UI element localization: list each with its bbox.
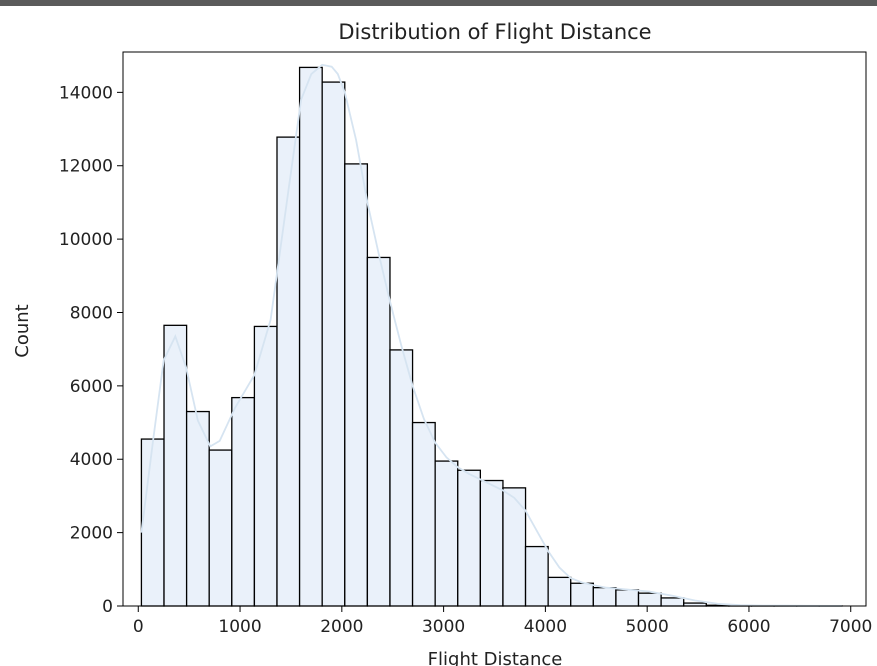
histogram-bar xyxy=(321,81,346,607)
histogram-bar xyxy=(389,349,414,607)
y-tick-label: 14000 xyxy=(59,83,113,103)
x-tick-label: 2000 xyxy=(320,617,363,637)
y-axis-label: Count xyxy=(12,304,33,357)
kde-line xyxy=(140,63,842,607)
y-tick-label: 10000 xyxy=(59,230,113,250)
x-tick-label: 1000 xyxy=(218,617,261,637)
y-axis-ticks: 0 2000 4000 6000 8000 10000 12000 14000 xyxy=(59,83,123,617)
x-axis-label: Flight Distance xyxy=(428,649,563,666)
histogram-bar xyxy=(298,66,323,607)
window-top-bar xyxy=(0,0,877,6)
histogram-bar xyxy=(524,545,549,607)
histogram-bar xyxy=(185,410,210,607)
histogram-bar xyxy=(479,479,504,607)
y-tick-label: 8000 xyxy=(70,303,113,323)
x-tick-label: 6000 xyxy=(727,617,770,637)
y-tick-label: 6000 xyxy=(70,377,113,397)
histogram-bar xyxy=(253,325,278,607)
histogram-bar xyxy=(570,582,594,607)
x-tick-label: 0 xyxy=(133,617,144,637)
histogram-bar xyxy=(163,324,188,607)
histogram-bar xyxy=(434,460,459,607)
x-tick-label: 5000 xyxy=(626,617,669,637)
x-axis-ticks: 0 1000 2000 3000 4000 5000 6000 7000 xyxy=(133,606,872,637)
histogram-bar xyxy=(231,396,256,607)
histogram-bar xyxy=(592,587,617,607)
y-tick-label: 0 xyxy=(102,597,113,617)
histogram-bar xyxy=(208,449,233,607)
plot-area-frame xyxy=(122,51,867,607)
y-tick-label: 12000 xyxy=(59,157,113,177)
histogram-bar xyxy=(547,576,572,607)
y-tick-label: 2000 xyxy=(70,524,113,544)
x-tick-label: 3000 xyxy=(422,617,465,637)
x-tick-label: 7000 xyxy=(829,617,872,637)
histogram-bar xyxy=(411,421,436,607)
histogram-bar xyxy=(344,163,369,607)
chart-title: Distribution of Flight Distance xyxy=(338,20,651,44)
histogram-bar xyxy=(615,589,640,607)
histogram-bar xyxy=(660,597,685,607)
histogram-bar xyxy=(457,469,482,607)
histogram-bar xyxy=(366,256,391,607)
bars-group xyxy=(140,66,843,607)
histogram-bar xyxy=(637,592,662,607)
histogram-bar xyxy=(276,136,301,607)
x-tick-label: 4000 xyxy=(524,617,567,637)
y-tick-label: 4000 xyxy=(70,450,113,470)
histogram-bar xyxy=(140,438,165,607)
